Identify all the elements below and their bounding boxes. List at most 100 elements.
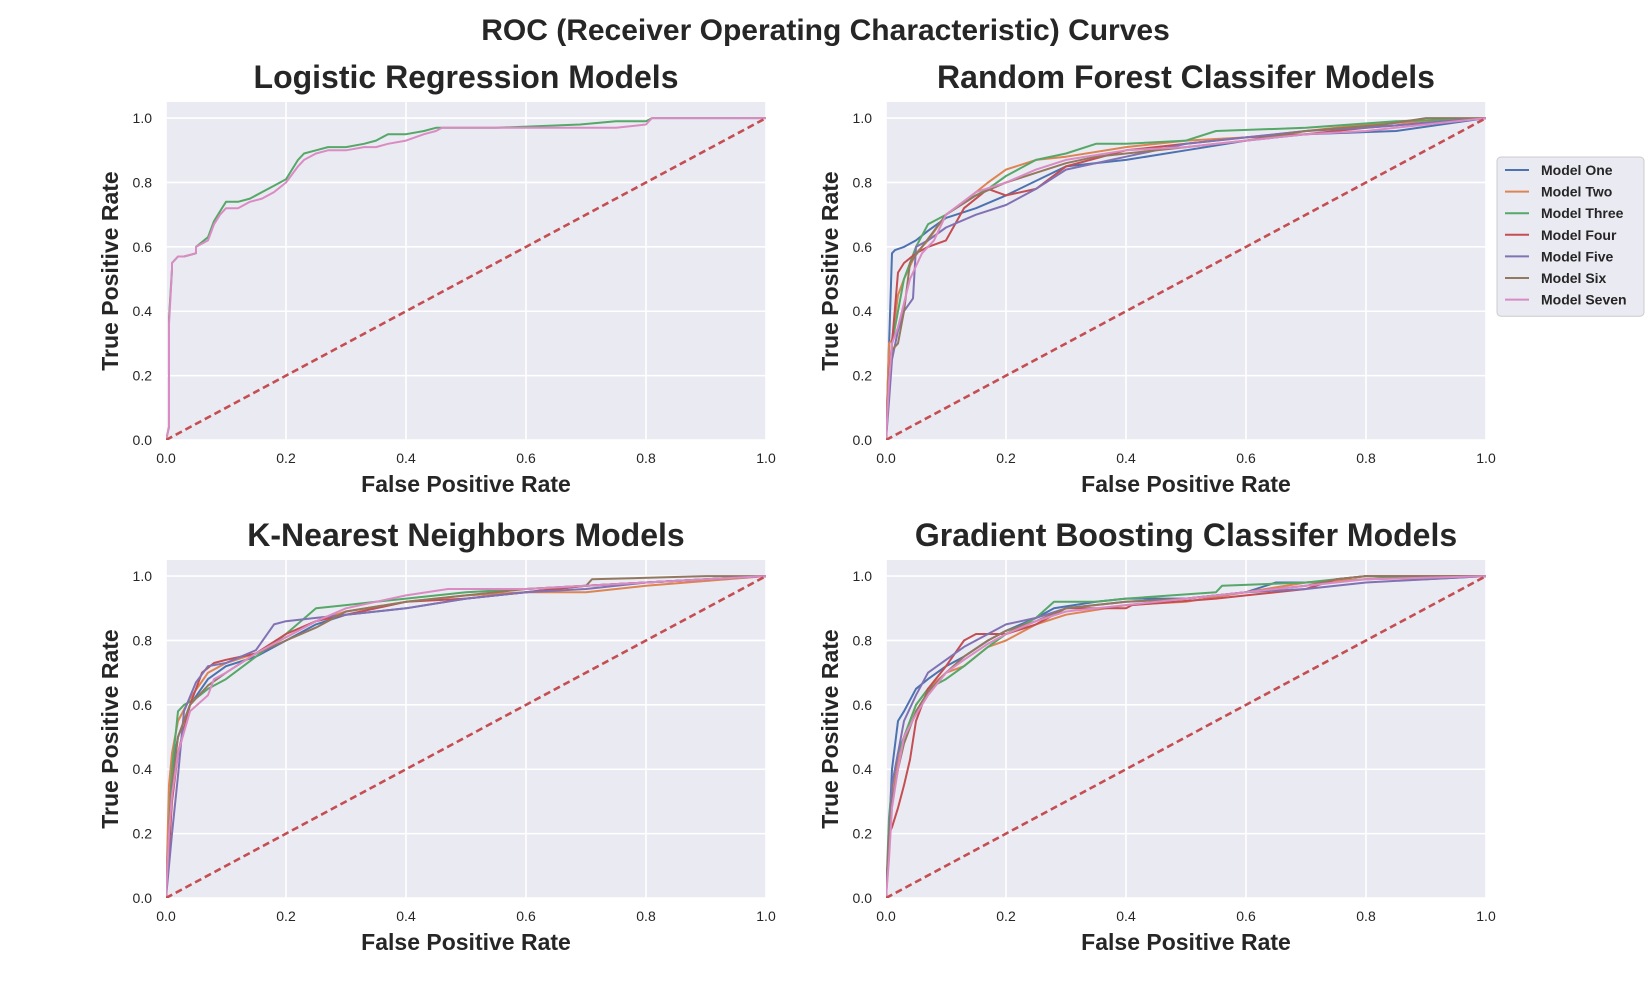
panel-1-y-tick-label: 0.8: [133, 174, 153, 190]
panel-3-x-tick-label: 0.8: [636, 908, 656, 924]
panel-3-y-tick-label: 0.4: [133, 761, 153, 777]
panel-1-x-axis-label: False Positive Rate: [361, 471, 571, 497]
panel-3-x-tick-label: 1.0: [756, 908, 776, 924]
legend-item-model-seven: Model Seven: [1505, 292, 1627, 308]
panel-2-y-tick-label: 1.0: [853, 110, 873, 126]
panel-1-x-tick-label: 0.4: [396, 450, 416, 466]
panel-4-y-tick-label: 1.0: [853, 568, 873, 584]
panel-4-series-group: [886, 574, 1486, 898]
panel-3-x-tick-label: 0.0: [156, 908, 176, 924]
panel-3-y-tick-label: 1.0: [133, 568, 153, 584]
panel-2-series-model-five: [886, 117, 1486, 440]
panel-2-y-tick-label: 0.6: [853, 239, 873, 255]
panel-2: 0.0 0.2 0.4 0.6 0.8 1.0 0.0 0.2 0.4 0.6 0.8 1.0 Rand…: [817, 59, 1496, 497]
panel-3-y-tick-label: 0.6: [133, 697, 153, 713]
panel-2-y-tick-label: 0.8: [853, 174, 873, 190]
panel-1-x-tick-label: 0.8: [636, 450, 656, 466]
panel-4-x-tick-label: 0.6: [1236, 908, 1256, 924]
panel-3-x-tick-label: 0.4: [396, 908, 416, 924]
panel-4-x-axis-label: False Positive Rate: [1081, 929, 1291, 955]
panel-3-x-axis-label: False Positive Rate: [361, 929, 571, 955]
panel-2-x-tick-label: 0.8: [1356, 450, 1376, 466]
panel-1-x-tick-label: 1.0: [756, 450, 776, 466]
legend-item-model-one: Model One: [1505, 162, 1613, 178]
panel-4-diagonal-line: [886, 574, 1486, 898]
panel-2-series-model-three: [886, 117, 1486, 440]
panel-4-y-tick-label: 0.8: [853, 632, 873, 648]
panel-3-series-model-six: [166, 575, 766, 898]
legend-box: [1496, 156, 1645, 317]
panel-2-title: Random Forest Classifer Models: [937, 59, 1435, 95]
legend-label: Model Seven: [1541, 292, 1627, 308]
panel-4-y-tick-label: 0.4: [853, 761, 873, 777]
panel-2-series-model-seven: [886, 117, 1486, 440]
panel-1-x-tick-label: 0.6: [516, 450, 536, 466]
panel-2-x-tick-label: 1.0: [1476, 450, 1496, 466]
panel-2-diagonal-line: [886, 116, 1486, 440]
panel-4-x-tick-label: 1.0: [1476, 908, 1496, 924]
legend-item-model-two: Model Two: [1505, 184, 1612, 200]
panel-3-series-model-five: [166, 575, 766, 898]
figure-suptitle: ROC (Receiver Operating Characteristic) …: [481, 14, 1170, 47]
panel-1-y-tick-label: 0.6: [133, 239, 153, 255]
panel-2-x-axis-label: False Positive Rate: [1081, 471, 1291, 497]
panel-2-y-tick-label: 0.2: [853, 368, 873, 384]
panel-3-plot-area: [166, 560, 766, 898]
panel-3-title: K-Nearest Neighbors Models: [247, 517, 684, 553]
panel-3-y-tick-label: 0.0: [133, 890, 153, 906]
panel-4-plot-area: [886, 560, 1486, 898]
panel-1-x-tick-label: 0.2: [276, 450, 296, 466]
panel-1-x-tick-label: 0.0: [156, 450, 176, 466]
panel-3-diagonal-line: [166, 574, 766, 898]
legend: Model One Model Two Model Three Model Four M…: [1496, 156, 1645, 317]
legend-label: Model Five: [1541, 248, 1614, 264]
legend-label: Model Two: [1541, 184, 1612, 200]
panel-4: 0.0 0.2 0.4 0.6 0.8 1.0 0.0 0.2 0.4 0.6 0.8 1.0 Grad…: [817, 517, 1496, 955]
panel-1-y-tick-label: 0.2: [133, 368, 153, 384]
panel-1-y-tick-label: 1.0: [133, 110, 153, 126]
panel-3: 0.0 0.2 0.4 0.6 0.8 1.0 0.0 0.2 0.4 0.6 0.8 1.0 K-Ne…: [97, 517, 776, 955]
panel-2-y-tick-label: 0.4: [853, 303, 873, 319]
legend-label: Model One: [1541, 162, 1613, 178]
panel-1-y-tick-label: 0.4: [133, 303, 153, 319]
panel-1-y-axis-label: True Positive Rate: [97, 171, 123, 370]
panel-4-y-axis-label: True Positive Rate: [817, 629, 843, 828]
panel-1-series-model-seven: [166, 117, 766, 440]
panel-4-x-tick-label: 0.2: [996, 908, 1016, 924]
panel-2-plot-area: [886, 102, 1486, 440]
panel-3-y-axis-label: True Positive Rate: [97, 629, 123, 828]
panel-1-diagonal-line: [166, 116, 766, 440]
panel-2-y-tick-label: 0.0: [853, 432, 873, 448]
panel-3-series-model-seven: [166, 575, 766, 898]
panel-3-series-group: [166, 574, 766, 898]
panel-1-plot-area: [166, 102, 766, 440]
panel-2-series-group: [886, 116, 1486, 440]
panel-4-series-model-four: [886, 575, 1486, 898]
panel-4-series-model-seven: [886, 575, 1486, 898]
panel-3-y-tick-label: 0.2: [133, 826, 153, 842]
panel-4-y-tick-label: 0.2: [853, 826, 873, 842]
panel-3-x-tick-label: 0.6: [516, 908, 536, 924]
panel-4-y-tick-label: 0.0: [853, 890, 873, 906]
panel-2-x-tick-label: 0.4: [1116, 450, 1136, 466]
panel-4-x-tick-label: 0.0: [876, 908, 896, 924]
legend-item-model-five: Model Five: [1505, 248, 1614, 264]
legend-item-model-three: Model Three: [1505, 205, 1624, 221]
panel-4-title: Gradient Boosting Classifer Models: [915, 517, 1457, 553]
panel-4-x-tick-label: 0.8: [1356, 908, 1376, 924]
panel-1-series-group: [166, 116, 766, 440]
panel-4-x-tick-label: 0.4: [1116, 908, 1136, 924]
panel-1-y-tick-label: 0.0: [133, 432, 153, 448]
panel-4-y-tick-label: 0.6: [853, 697, 873, 713]
panel-1-title: Logistic Regression Models: [254, 59, 679, 95]
legend-label: Model Six: [1541, 270, 1607, 286]
legend-label: Model Three: [1541, 205, 1624, 221]
panel-2-x-tick-label: 0.0: [876, 450, 896, 466]
panel-2-y-axis-label: True Positive Rate: [817, 171, 843, 370]
legend-item-model-four: Model Four: [1505, 227, 1617, 243]
panel-2-x-tick-label: 0.6: [1236, 450, 1256, 466]
legend-item-model-six: Model Six: [1505, 270, 1607, 286]
panel-3-y-tick-label: 0.8: [133, 632, 153, 648]
